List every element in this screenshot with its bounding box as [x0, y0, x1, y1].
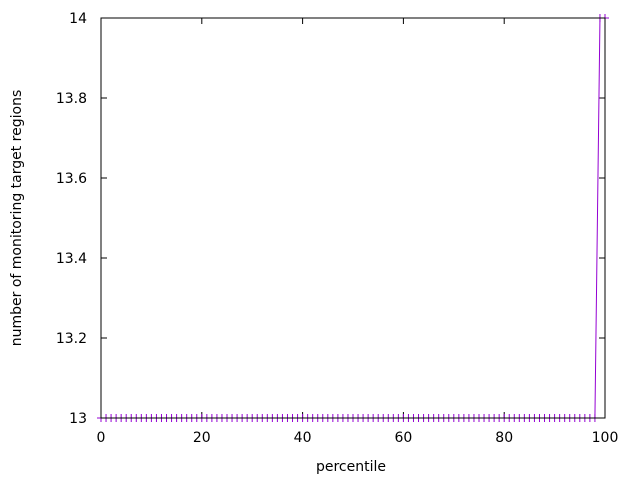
y-tick-label: 13 — [69, 411, 87, 427]
series-line — [101, 17, 605, 419]
y-tick-label: 14 — [69, 11, 87, 27]
y-tick-label: 13.6 — [56, 171, 87, 187]
x-axis-label: percentile — [316, 459, 386, 475]
plot-border — [100, 17, 606, 419]
x-tick-label: 20 — [193, 430, 211, 446]
x-tick-label: 80 — [495, 430, 513, 446]
y-axis-label: number of monitoring target regions — [9, 90, 25, 347]
x-tick-label: 0 — [97, 430, 106, 446]
y-tick-label: 13.4 — [56, 251, 87, 267]
x-tick-label: 40 — [294, 430, 312, 446]
x-tick-label: 100 — [592, 430, 619, 446]
x-tick-label: 60 — [394, 430, 412, 446]
y-tick-label: 13.8 — [56, 91, 87, 107]
y-tick-label: 13.2 — [56, 331, 87, 347]
